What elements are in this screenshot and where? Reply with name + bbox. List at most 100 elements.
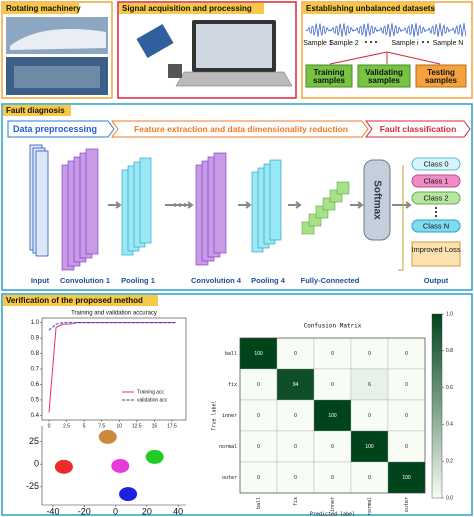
sample-label: Sample 2 bbox=[329, 40, 359, 47]
input-layer bbox=[35, 150, 49, 257]
cell-label: 0 bbox=[331, 444, 334, 450]
pool-layer bbox=[139, 157, 152, 244]
cell-label: 0 bbox=[257, 382, 260, 388]
ellipsis bbox=[435, 207, 437, 217]
cell-label: 0 bbox=[405, 351, 408, 357]
split-box bbox=[305, 64, 353, 88]
class-pill bbox=[411, 219, 461, 233]
cell-label: 0 bbox=[294, 413, 297, 419]
sample-label: Sample N bbox=[433, 40, 464, 47]
class-pill bbox=[411, 191, 461, 205]
cell bbox=[239, 461, 278, 494]
split-label: Testing samples bbox=[425, 68, 458, 85]
arrow bbox=[165, 201, 194, 209]
cluster bbox=[98, 429, 117, 444]
arrow bbox=[350, 201, 364, 209]
y-tick-label: 0.5 bbox=[31, 397, 40, 403]
cell-label: 0 bbox=[405, 382, 408, 388]
x-tick-label: 15 bbox=[152, 423, 158, 429]
class-pill bbox=[411, 174, 461, 188]
cluster bbox=[111, 458, 130, 473]
signal bbox=[305, 23, 467, 38]
loss-box bbox=[411, 241, 461, 267]
panel bbox=[301, 1, 473, 99]
layer-label: Pooling 1 bbox=[121, 276, 155, 285]
pool-layer bbox=[269, 159, 282, 241]
cell-label: 0 bbox=[294, 351, 297, 357]
stage bbox=[111, 120, 369, 138]
title-bg bbox=[3, 3, 79, 14]
cell-label: 0 bbox=[368, 351, 371, 357]
layer-label: Fully-Connected bbox=[301, 276, 360, 285]
cluster bbox=[119, 487, 138, 502]
cell-label: 100 bbox=[365, 444, 374, 450]
panel-title: Signal acquisition and processing bbox=[122, 4, 252, 13]
panel bbox=[1, 1, 113, 99]
x-tick-label: 17.5 bbox=[167, 423, 177, 429]
layer-label: Convolution 4 bbox=[191, 276, 242, 285]
x-tick-label: fix bbox=[293, 497, 299, 506]
colorbar-tick-label: 0.4 bbox=[446, 422, 453, 428]
bracket bbox=[398, 165, 404, 271]
cell-label: 0 bbox=[368, 475, 371, 481]
colorbar-tick-label: 0.2 bbox=[446, 459, 453, 465]
softmax-box bbox=[363, 159, 391, 241]
panel bbox=[1, 293, 473, 516]
class-label: Class N bbox=[423, 221, 449, 230]
conv-layer bbox=[213, 152, 227, 254]
colorbar bbox=[431, 313, 443, 499]
split-box bbox=[357, 64, 411, 88]
y-tick-label: 0.6 bbox=[31, 382, 40, 388]
layer-label: Input bbox=[31, 276, 50, 285]
title-bg bbox=[119, 3, 264, 14]
chart-title: Training and validation accuracy bbox=[71, 311, 157, 317]
y-tick-label: fix bbox=[228, 382, 237, 388]
axes bbox=[41, 317, 187, 421]
colorbar-tick-label: 1.0 bbox=[446, 311, 453, 317]
colorbar-tick-label: 0.0 bbox=[446, 495, 453, 501]
arrow bbox=[108, 201, 122, 209]
cell bbox=[350, 337, 389, 370]
chart-title: Confusion Matrix bbox=[304, 323, 362, 330]
y-tick-label: ball bbox=[225, 351, 237, 357]
stage-label: Data preprocessing bbox=[13, 124, 97, 134]
x-tick-label: ball bbox=[256, 497, 262, 509]
colorbar-tick-label: 0.8 bbox=[446, 348, 453, 354]
sample-label: Sample 1 bbox=[303, 40, 333, 47]
y-tick-label: normal bbox=[219, 444, 237, 450]
softmax-label: Softmax bbox=[371, 180, 382, 220]
y-tick-label: 0.8 bbox=[31, 351, 40, 357]
stage bbox=[365, 120, 471, 138]
arrow bbox=[288, 201, 302, 209]
fc-node bbox=[336, 181, 350, 195]
y-tick-label: -25 bbox=[26, 481, 39, 491]
x-tick-label: 0 bbox=[113, 506, 118, 516]
conv-layer bbox=[85, 148, 99, 255]
laptop bbox=[175, 71, 293, 87]
x-tick-label: outer bbox=[404, 497, 410, 512]
cell bbox=[276, 337, 315, 370]
arrow bbox=[238, 201, 252, 209]
title-bg bbox=[3, 105, 71, 116]
class-label: Class 0 bbox=[423, 159, 448, 168]
title-bg bbox=[3, 295, 158, 306]
cell bbox=[313, 337, 352, 370]
cell-label: 0 bbox=[257, 444, 260, 450]
cell bbox=[313, 430, 352, 463]
x-tick-label: 10 bbox=[116, 423, 122, 429]
daq bbox=[168, 64, 182, 78]
y-tick-label: 1.0 bbox=[31, 320, 40, 326]
stage bbox=[7, 120, 115, 138]
x-tick-label: -20 bbox=[78, 506, 91, 516]
sample-label: Sample i bbox=[391, 40, 419, 47]
loss-label: Improved Loss bbox=[411, 245, 460, 254]
screen bbox=[196, 24, 272, 68]
legend-label: validation acc bbox=[137, 397, 168, 403]
photo bbox=[10, 29, 106, 50]
stage-label: Fault classification bbox=[380, 124, 457, 134]
x-tick-label: 0 bbox=[48, 423, 51, 429]
line bbox=[48, 322, 176, 331]
stage-label: Feature extraction and data dimensionali… bbox=[134, 124, 348, 134]
x-tick-label: 40 bbox=[173, 506, 183, 516]
